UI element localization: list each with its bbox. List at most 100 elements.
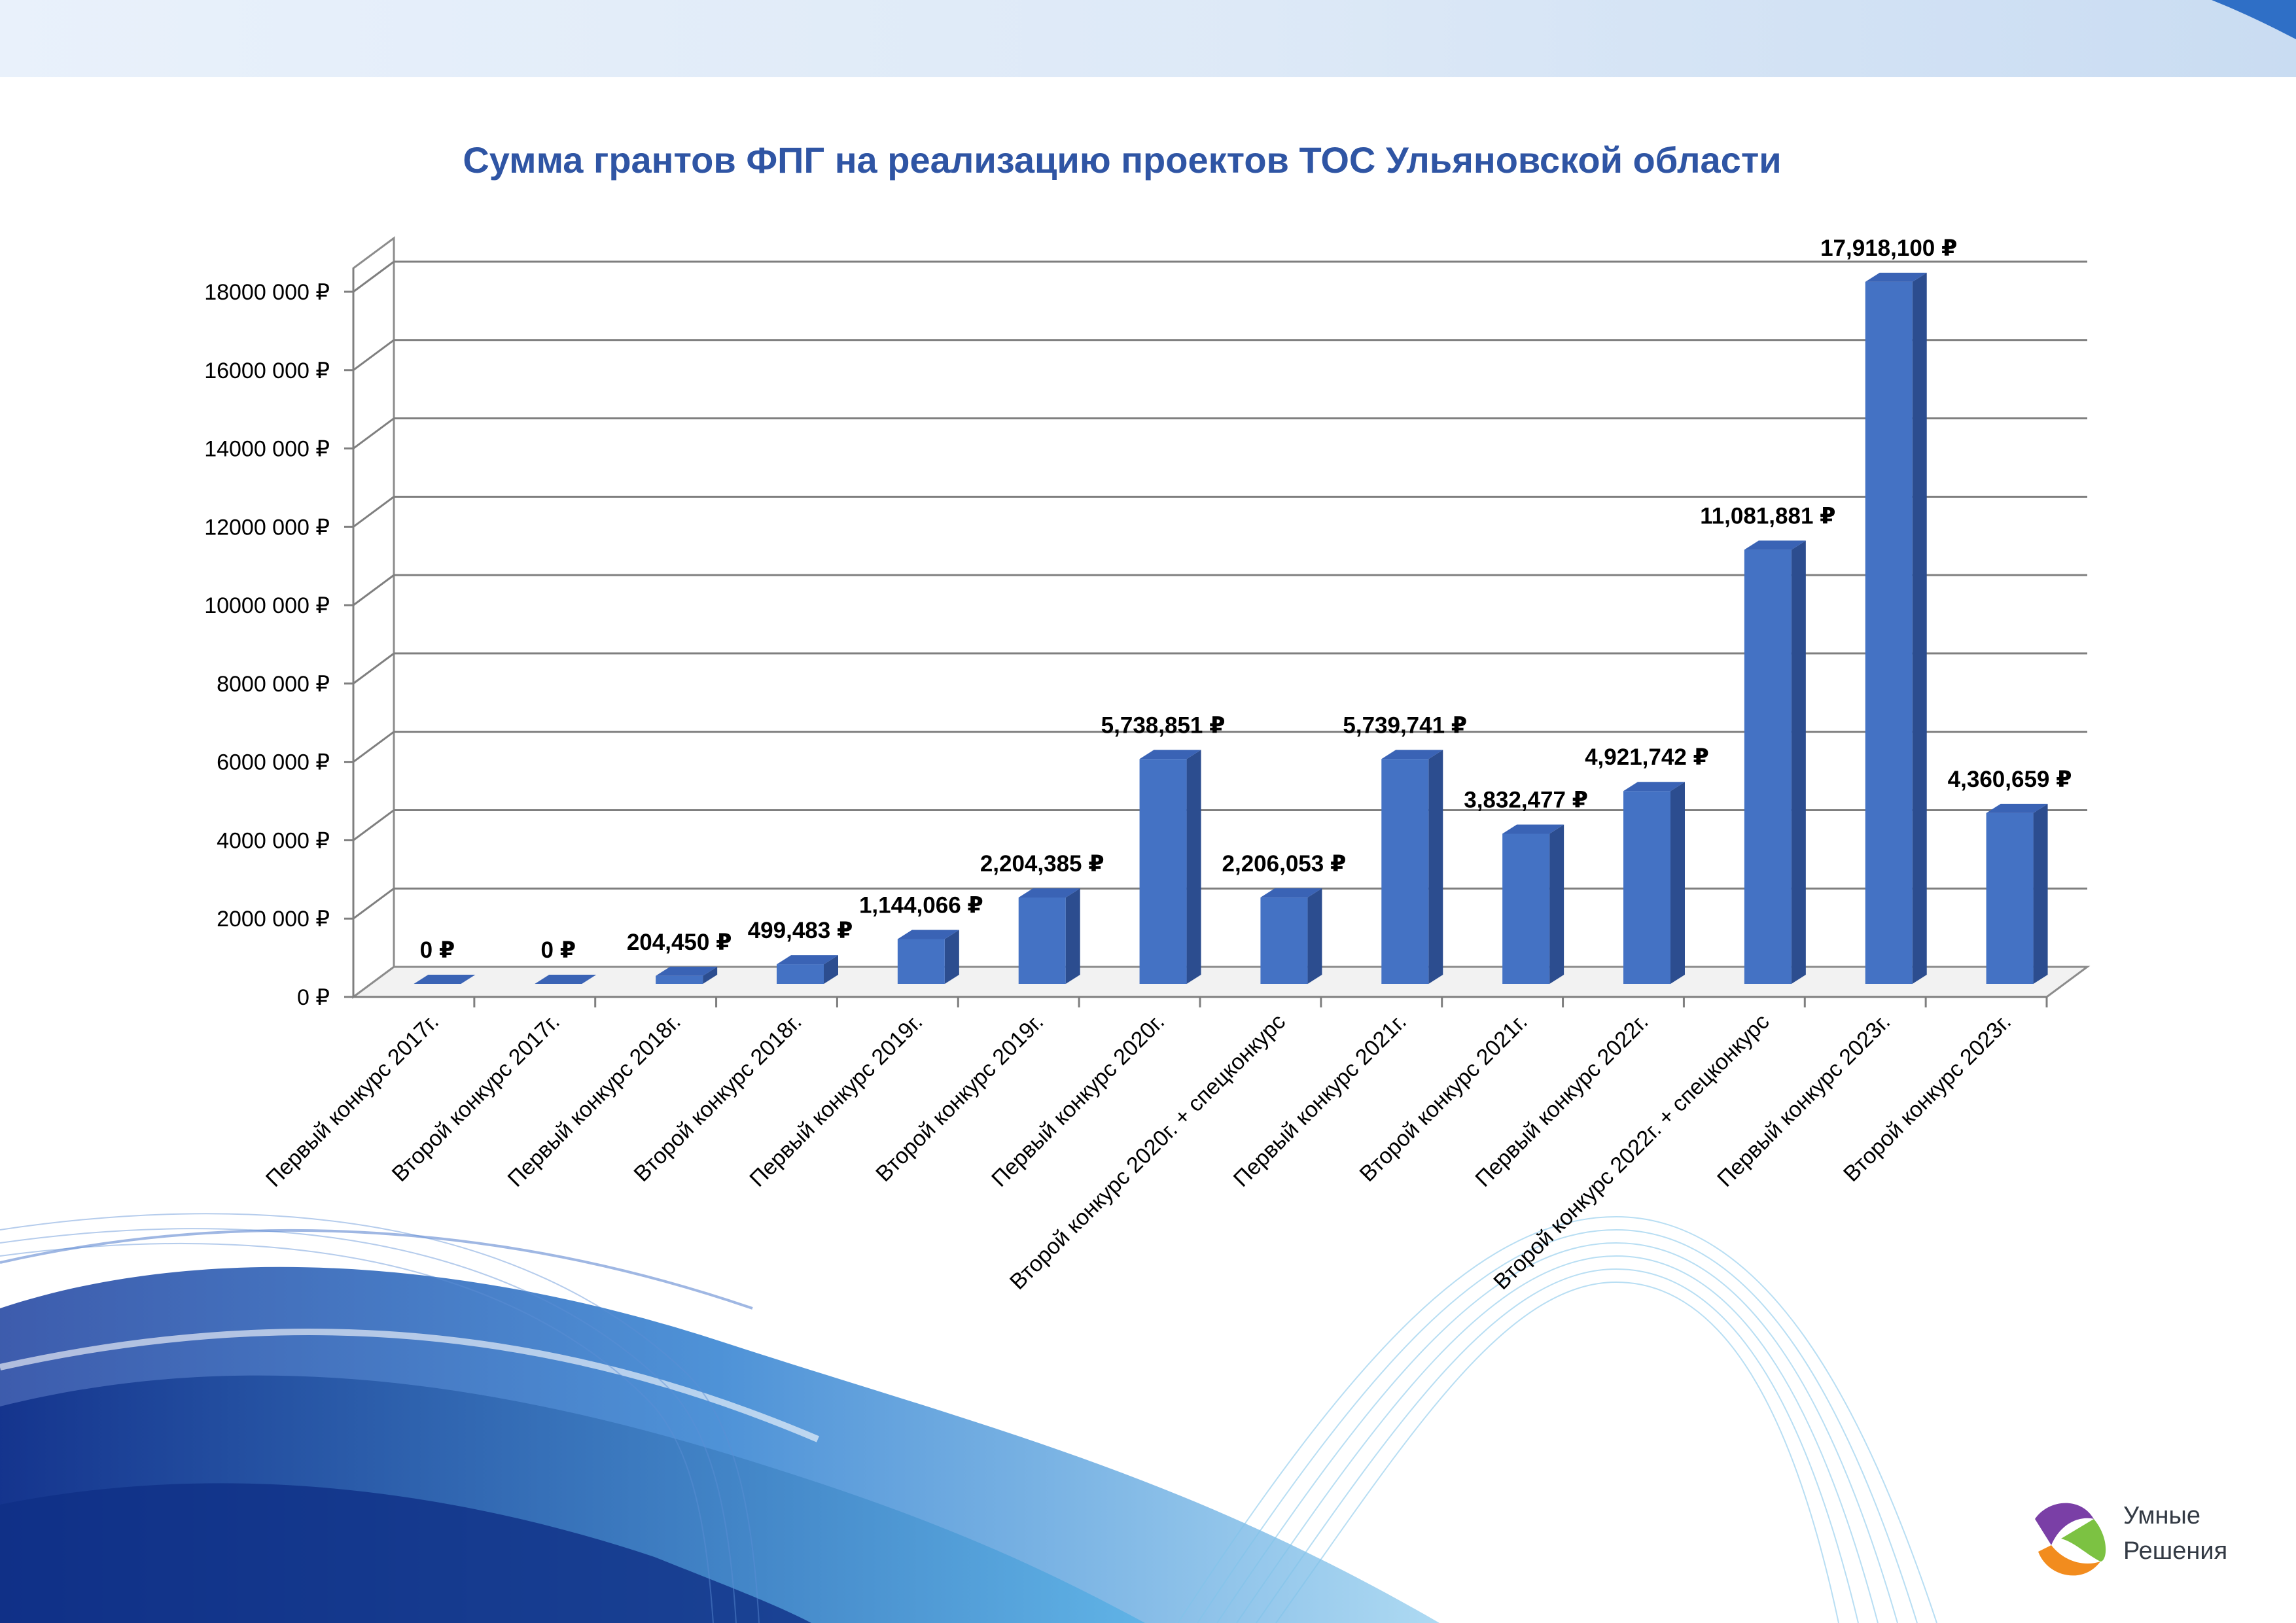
data-label: 4,921,742 ₽ — [1585, 744, 1709, 770]
bar-side — [1912, 272, 1927, 984]
bar-side — [1307, 888, 1322, 984]
bar-side — [1428, 750, 1443, 984]
bar — [897, 930, 959, 984]
bar-top — [1623, 782, 1685, 792]
bar — [777, 955, 838, 984]
y-tick-label: 12000 000 ₽ — [204, 515, 330, 540]
x-tick-label: Второй конкурс 2020г. + спецконкурс — [1005, 1009, 1290, 1295]
data-label: 5,739,741 ₽ — [1343, 712, 1467, 738]
chart-title: Сумма грантов ФПГ на реализацию проектов… — [463, 139, 1782, 181]
bar-front — [1865, 281, 1913, 984]
y-tick-label: 2000 000 ₽ — [217, 907, 330, 932]
y-tick-label: 6000 000 ₽ — [217, 750, 330, 775]
gridline-side — [353, 652, 395, 685]
bar-top — [1260, 888, 1322, 898]
logo-mark-icon — [2035, 1503, 2106, 1576]
bar-top — [1018, 888, 1080, 898]
gridline-side — [353, 809, 395, 841]
bar-top — [535, 975, 597, 984]
data-label: 2,206,053 ₽ — [1222, 851, 1347, 877]
bar-top — [1502, 824, 1564, 834]
gridline-side — [353, 496, 395, 528]
chart-grid — [350, 236, 2091, 999]
bar — [535, 975, 597, 984]
bar — [414, 975, 476, 984]
gridline-side — [353, 339, 395, 371]
bar-side — [1186, 750, 1201, 984]
x-tick-label: Второй конкурс 2022г. + спецконкурс — [1489, 1009, 1774, 1295]
bar — [1623, 782, 1685, 984]
data-label: 499,483 ₽ — [748, 918, 853, 943]
bar-top — [414, 975, 476, 984]
bar-front — [1260, 897, 1308, 984]
bar-side — [1549, 824, 1564, 984]
logo-line-2: Решения — [2123, 1537, 2228, 1565]
side-wall — [352, 236, 395, 999]
gridline-side — [353, 417, 395, 449]
bar-top — [777, 955, 838, 965]
bar — [1260, 888, 1322, 984]
bar-front — [1986, 812, 2034, 984]
gridline-side — [353, 574, 395, 606]
y-tick-label: 4000 000 ₽ — [217, 828, 330, 853]
chart-bars — [414, 272, 2048, 984]
bar-side — [1791, 540, 1806, 984]
bar — [1381, 750, 1443, 984]
bar — [1139, 750, 1201, 984]
y-tick-label: 18000 000 ₽ — [204, 280, 330, 305]
bar-side — [703, 966, 718, 984]
data-label: 11,081,881 ₽ — [1700, 503, 1835, 529]
data-label: 1,144,066 ₽ — [859, 892, 983, 918]
bar-side — [1670, 782, 1685, 984]
y-tick-label: 14000 000 ₽ — [204, 437, 330, 462]
gridline-side — [353, 260, 395, 293]
bar — [656, 966, 718, 984]
bar — [1744, 540, 1806, 984]
data-label: 2,204,385 ₽ — [980, 851, 1104, 877]
floor — [350, 966, 2091, 998]
bar-side — [944, 930, 959, 984]
bar-top — [1139, 750, 1201, 759]
bar-top — [1744, 540, 1806, 550]
logo-line-1: Умные — [2123, 1502, 2200, 1529]
bar-top — [897, 930, 959, 939]
bar-front — [1744, 550, 1792, 984]
bar-front — [1018, 897, 1066, 984]
bar-front — [656, 975, 703, 984]
bar-front — [1502, 833, 1550, 984]
bar-side — [824, 955, 838, 984]
bar-side — [1065, 888, 1080, 984]
bar — [1865, 272, 1927, 984]
data-label: 17,918,100 ₽ — [1820, 236, 1957, 261]
bar-front — [1381, 759, 1429, 984]
logo-text: Умные Решения — [2123, 1498, 2227, 1569]
data-label: 4,360,659 ₽ — [1948, 767, 2072, 792]
bar-side — [2033, 803, 2048, 984]
data-label: 0 ₽ — [420, 937, 455, 963]
y-tick-label: 16000 000 ₽ — [204, 358, 330, 383]
chart-axes — [344, 268, 2048, 1007]
bar-top — [1865, 272, 1927, 282]
bar-front — [777, 964, 824, 984]
gridline-side — [353, 888, 395, 920]
bar-front — [1623, 791, 1670, 984]
header-band — [0, 0, 2296, 77]
data-label: 5,738,851 ₽ — [1101, 712, 1226, 738]
bar — [1018, 888, 1080, 984]
bar-top — [1986, 803, 2048, 813]
bar-top — [656, 966, 718, 976]
bar — [1502, 824, 1564, 984]
data-label: 204,450 ₽ — [627, 930, 732, 955]
gridline-side — [353, 731, 395, 763]
bar-front — [897, 939, 945, 984]
data-label: 0 ₽ — [541, 937, 576, 963]
y-tick-label: 8000 000 ₽ — [217, 672, 330, 697]
data-label: 3,832,477 ₽ — [1464, 787, 1588, 812]
y-tick-label: 10000 000 ₽ — [204, 593, 330, 618]
bar-front — [1139, 759, 1187, 984]
bar — [1986, 803, 2048, 984]
bar-top — [1381, 750, 1443, 759]
y-tick-label: 0 ₽ — [297, 985, 330, 1010]
